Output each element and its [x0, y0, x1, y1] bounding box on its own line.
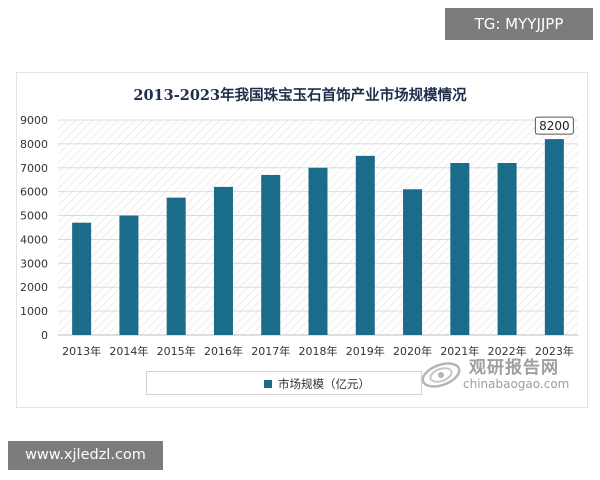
bar — [355, 155, 375, 335]
bar — [166, 197, 186, 335]
bar — [497, 163, 517, 335]
bar — [261, 174, 281, 335]
bar — [72, 222, 92, 335]
legend: 市场规模（亿元） — [146, 371, 422, 395]
bar — [213, 186, 233, 335]
y-tick-label: 8000 — [20, 138, 48, 151]
x-tick-label: 2020年 — [393, 344, 432, 358]
url-badge: www.xjledzl.com — [8, 441, 163, 470]
x-tick-label: 2021年 — [440, 344, 479, 358]
x-tick-label: 2023年 — [535, 344, 574, 358]
y-tick-label: 5000 — [20, 210, 48, 223]
bar — [119, 215, 139, 335]
x-tick-label: 2018年 — [299, 344, 338, 358]
telegram-badge: TG: MYYJJPP — [445, 8, 593, 40]
data-label-box — [534, 116, 574, 135]
chart-title: 2013-2023年我国珠宝玉石首饰产业市场规模情况 — [133, 87, 467, 104]
y-tick-label: 9000 — [20, 114, 48, 127]
legend-swatch — [264, 380, 272, 388]
watermark-logo-icon — [421, 362, 461, 388]
x-tick-label: 2022年 — [488, 344, 527, 358]
bar — [450, 163, 470, 335]
data-label: 8200 — [539, 119, 570, 133]
x-tick-label: 2013年 — [62, 344, 101, 358]
bar — [403, 189, 423, 335]
x-tick-label: 2015年 — [157, 344, 196, 358]
watermark-cn: 观研报告网 — [469, 358, 559, 378]
y-tick-label: 4000 — [20, 233, 48, 246]
x-tick-label: 2017年 — [251, 344, 290, 358]
watermark: 观研报告网 chinabaogao.com — [419, 351, 589, 401]
y-tick-label: 3000 — [20, 257, 48, 270]
x-tick-label: 2019年 — [346, 344, 385, 358]
legend-label: 市场规模（亿元） — [278, 377, 370, 391]
watermark-en: chinabaogao.com — [463, 377, 570, 391]
bar — [544, 139, 564, 335]
x-tick-label: 2014年 — [109, 344, 148, 358]
y-tick-label: 7000 — [20, 162, 48, 175]
y-tick-label: 1000 — [20, 305, 48, 318]
y-tick-label: 2000 — [20, 281, 48, 294]
bar — [308, 167, 328, 335]
x-tick-label: 2016年 — [204, 344, 243, 358]
y-tick-label: 0 — [41, 329, 48, 342]
y-tick-label: 6000 — [20, 186, 48, 199]
